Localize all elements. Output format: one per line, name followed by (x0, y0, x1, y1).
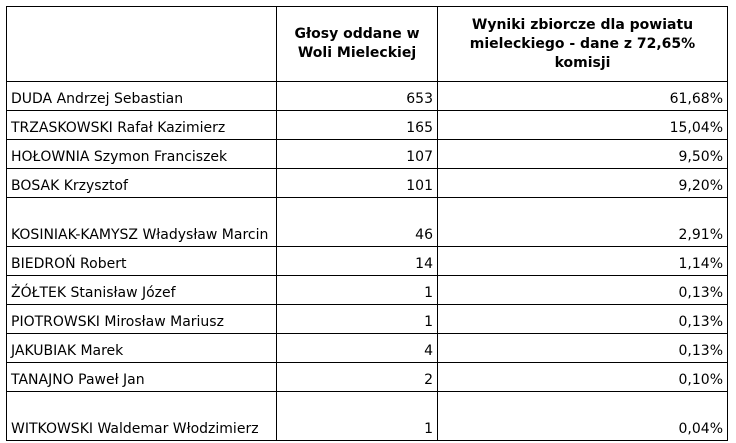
candidate-name: TRZASKOWSKI Rafał Kazimierz (6, 110, 277, 140)
candidate-name: HOŁOWNIA Szymon Franciszek (6, 139, 277, 169)
table-row: HOŁOWNIA Szymon Franciszek 107 9,50% (6, 139, 728, 169)
candidate-name: ŻÓŁTEK Stanisław Józef (6, 275, 277, 305)
percent-cell: 9,20% (437, 168, 728, 198)
table-row: JAKUBIAK Marek 4 0,13% (6, 333, 728, 363)
percent-cell: 0,13% (437, 304, 728, 334)
header-row: Głosy oddane w Woli Mieleckiej Wyniki zb… (6, 6, 728, 82)
percent-cell: 61,68% (437, 81, 728, 111)
votes-cell: 46 (276, 197, 438, 247)
percent-cell: 0,13% (437, 275, 728, 305)
candidate-name: DUDA Andrzej Sebastian (6, 81, 277, 111)
percent-cell: 1,14% (437, 246, 728, 276)
percent-cell: 9,50% (437, 139, 728, 169)
percent-cell: 0,10% (437, 362, 728, 392)
votes-cell: 1 (276, 304, 438, 334)
candidate-name: JAKUBIAK Marek (6, 333, 277, 363)
table-row: BIEDROŃ Robert 14 1,14% (6, 246, 728, 276)
candidate-name: KOSINIAK-KAMYSZ Władysław Marcin (6, 197, 277, 247)
candidate-name: WITKOWSKI Waldemar Włodzimierz (6, 391, 277, 441)
votes-cell: 1 (276, 391, 438, 441)
table-row: WITKOWSKI Waldemar Włodzimierz 1 0,04% (6, 391, 728, 441)
votes-cell: 2 (276, 362, 438, 392)
table-row: KOSINIAK-KAMYSZ Władysław Marcin 46 2,91% (6, 197, 728, 247)
candidate-name: BOSAK Krzysztof (6, 168, 277, 198)
table-row: TANAJNO Paweł Jan 2 0,10% (6, 362, 728, 392)
candidate-name: PIOTROWSKI Mirosław Mariusz (6, 304, 277, 334)
percent-cell: 0,04% (437, 391, 728, 441)
percent-cell: 2,91% (437, 197, 728, 247)
header-cell: Głosy oddane w Woli Mieleckiej (276, 6, 438, 82)
table-body: DUDA Andrzej Sebastian 653 61,68% TRZASKOWS… (6, 81, 728, 441)
votes-cell: 14 (276, 246, 438, 276)
results-table: Głosy oddane w Woli Mieleckiej Wyniki zb… (6, 6, 728, 441)
table-row: PIOTROWSKI Mirosław Mariusz 1 0,13% (6, 304, 728, 334)
candidate-name: TANAJNO Paweł Jan (6, 362, 277, 392)
votes-cell: 1 (276, 275, 438, 305)
candidate-name: BIEDROŃ Robert (6, 246, 277, 276)
table-row: ŻÓŁTEK Stanisław Józef 1 0,13% (6, 275, 728, 305)
votes-cell: 107 (276, 139, 438, 169)
votes-cell: 101 (276, 168, 438, 198)
header-cell: Wyniki zbiorcze dla powiatu mieleckiego … (437, 6, 728, 82)
percent-cell: 15,04% (437, 110, 728, 140)
table-row: DUDA Andrzej Sebastian 653 61,68% (6, 81, 728, 111)
percent-cell: 0,13% (437, 333, 728, 363)
empty-header (6, 6, 277, 82)
table-row: BOSAK Krzysztof 101 9,20% (6, 168, 728, 198)
table-row: TRZASKOWSKI Rafał Kazimierz 165 15,04% (6, 110, 728, 140)
votes-cell: 4 (276, 333, 438, 363)
votes-cell: 653 (276, 81, 438, 111)
votes-cell: 165 (276, 110, 438, 140)
